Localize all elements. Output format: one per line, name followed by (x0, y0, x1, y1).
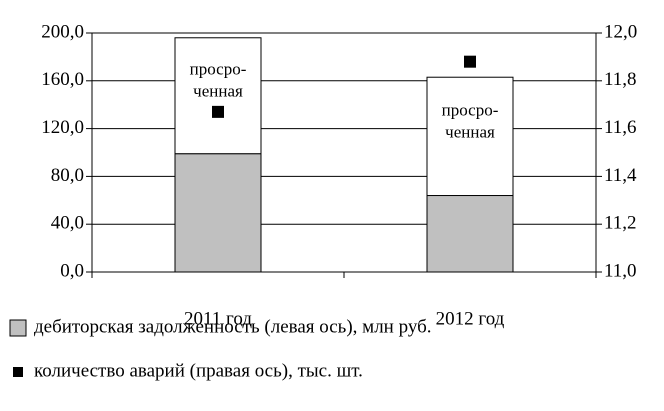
y-tick-label: 120,0 (41, 117, 84, 138)
y2-tick-label: 11,2 (604, 213, 637, 234)
y2-tick-label: 11,6 (604, 117, 637, 138)
y-tick-label: 0,0 (60, 260, 84, 281)
bar-segment (426, 195, 514, 273)
y-tick-label: 160,0 (41, 69, 84, 90)
bar-annotation: ченная (445, 122, 495, 141)
y2-tick-label: 11,4 (604, 165, 637, 186)
legend-swatch (13, 367, 23, 377)
marker (212, 105, 224, 118)
bar-annotation: просро- (190, 60, 247, 79)
bar-segment (426, 76, 514, 197)
y2-tick-label: 12,0 (604, 21, 637, 42)
bar-segment (174, 37, 262, 155)
y-tick-label: 200,0 (41, 21, 84, 42)
y2-tick-label: 11,8 (604, 69, 637, 90)
y-tick-label: 40,0 (51, 213, 84, 234)
legend-label: дебиторская задолженность (левая ось), м… (34, 316, 432, 337)
bar-annotation: ченная (193, 82, 243, 101)
legend-swatch (9, 319, 27, 337)
legend-label: количество аварий (правая ось), тыс. шт. (34, 360, 363, 381)
marker (464, 55, 476, 68)
y-tick-label: 80,0 (51, 165, 84, 186)
bar-segment (174, 153, 262, 273)
y2-tick-label: 11,0 (604, 260, 637, 281)
x-tick-label: 2011 год (184, 308, 252, 329)
bar-annotation: просро- (442, 100, 499, 119)
x-tick-label: 2012 год (436, 308, 505, 329)
